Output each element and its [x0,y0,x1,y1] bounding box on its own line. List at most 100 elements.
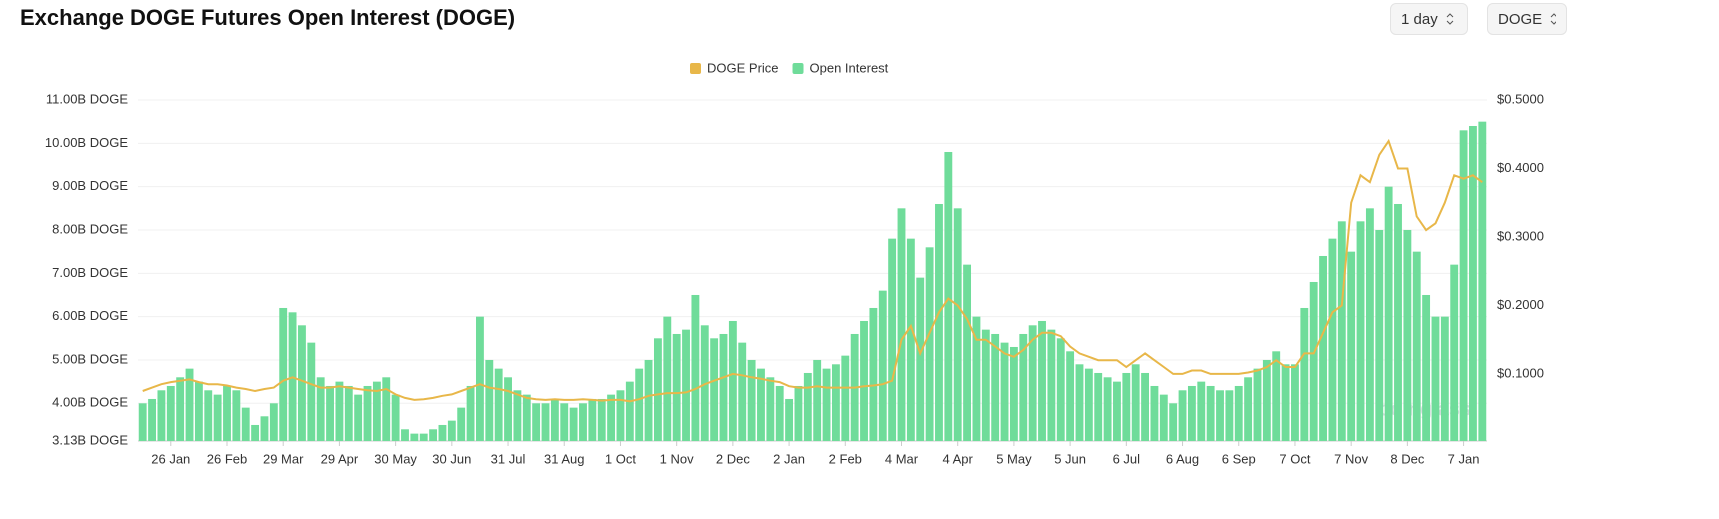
bar [1234,385,1243,441]
bar [204,390,213,441]
bar [279,307,288,441]
bar [1075,364,1084,441]
bar [878,290,887,441]
x-tick-label: 8 Dec [1390,451,1424,466]
bar [1056,338,1065,441]
bar [831,364,840,441]
x-tick-label: 30 May [374,451,417,466]
bar [644,359,653,441]
bar [597,398,606,441]
bar [1356,221,1365,441]
bar [176,377,185,441]
bar [522,394,531,441]
x-tick-label: 4 Apr [943,451,974,466]
y-tick-label: 8.00B DOGE [52,221,128,236]
bar [1422,294,1431,441]
bar [906,238,915,441]
bar [391,394,400,441]
bar [1272,351,1281,441]
bar [138,403,147,441]
bar [466,385,475,441]
bar [344,385,353,441]
bar [710,338,719,441]
bar [447,420,456,441]
bar [251,424,260,441]
bar [1384,186,1393,441]
bar [307,342,316,441]
y2-tick-label: $0.1000 [1497,365,1544,380]
bar [1019,333,1028,441]
x-tick-label: 6 Jul [1113,451,1141,466]
bar [625,381,634,441]
x-tick-label: 29 Apr [321,451,359,466]
bar [1375,229,1384,441]
bar [157,390,166,441]
bar [260,416,269,441]
bar [166,385,175,441]
coin-select[interactable]: DOGE [1487,3,1567,35]
bar [1216,390,1224,441]
bar [616,390,625,441]
bar [429,429,438,441]
bar [841,355,850,441]
bar [1159,394,1168,441]
legend-label: Open Interest [810,60,889,75]
bar [232,390,241,441]
bar [494,368,503,441]
x-tick-label: 26 Jan [151,451,190,466]
bar [1394,203,1402,441]
interval-select[interactable]: 1 day [1390,3,1468,35]
bar [803,372,812,441]
x-tick-label: 4 Mar [885,451,919,466]
bar [1365,208,1374,441]
bar [419,433,428,441]
page-title: Exchange DOGE Futures Open Interest (DOG… [20,5,516,30]
bar [1412,251,1421,441]
bar [897,208,906,441]
bar [438,424,447,441]
interval-label: 1 day [1401,10,1438,28]
bar [298,325,306,441]
bar [888,238,897,441]
x-tick-label: 30 Jun [432,451,471,466]
bar [916,277,925,441]
bar [981,329,990,441]
bar [363,385,372,441]
bar [1319,255,1327,441]
bar [925,247,934,441]
bar [1122,372,1131,441]
y-tick-label: 3.13B DOGE [52,432,128,447]
bar [1347,251,1356,441]
bar [213,394,222,441]
bar [682,329,690,441]
bar [672,333,681,441]
bar [532,403,541,441]
bar [963,264,972,441]
bar [1459,130,1468,441]
bar [635,368,644,441]
legend-swatch [792,63,804,74]
x-tick-label: 7 Nov [1334,451,1368,466]
bar [410,433,419,441]
bar [691,294,700,441]
bar [1094,372,1103,441]
bar [1309,281,1318,441]
bar [1113,381,1121,441]
x-tick-label: 26 Feb [207,451,247,466]
y-tick-label: 10.00B DOGE [45,135,128,150]
y2-tick-label: $0.5000 [1497,91,1544,106]
y-tick-label: 11.00B DOGE [46,91,128,106]
y-tick-label: 6.00B DOGE [52,308,128,323]
bar [1478,121,1487,441]
bar [653,338,662,441]
bar [972,316,981,441]
price-line [142,138,1483,403]
bar [457,407,466,441]
bar [241,407,250,441]
bar [326,385,334,441]
bar [766,377,775,441]
bar [1337,221,1346,441]
bar [860,320,868,441]
x-tick-label: 1 Nov [660,451,694,466]
y2-tick-label: $0.3000 [1497,228,1544,243]
